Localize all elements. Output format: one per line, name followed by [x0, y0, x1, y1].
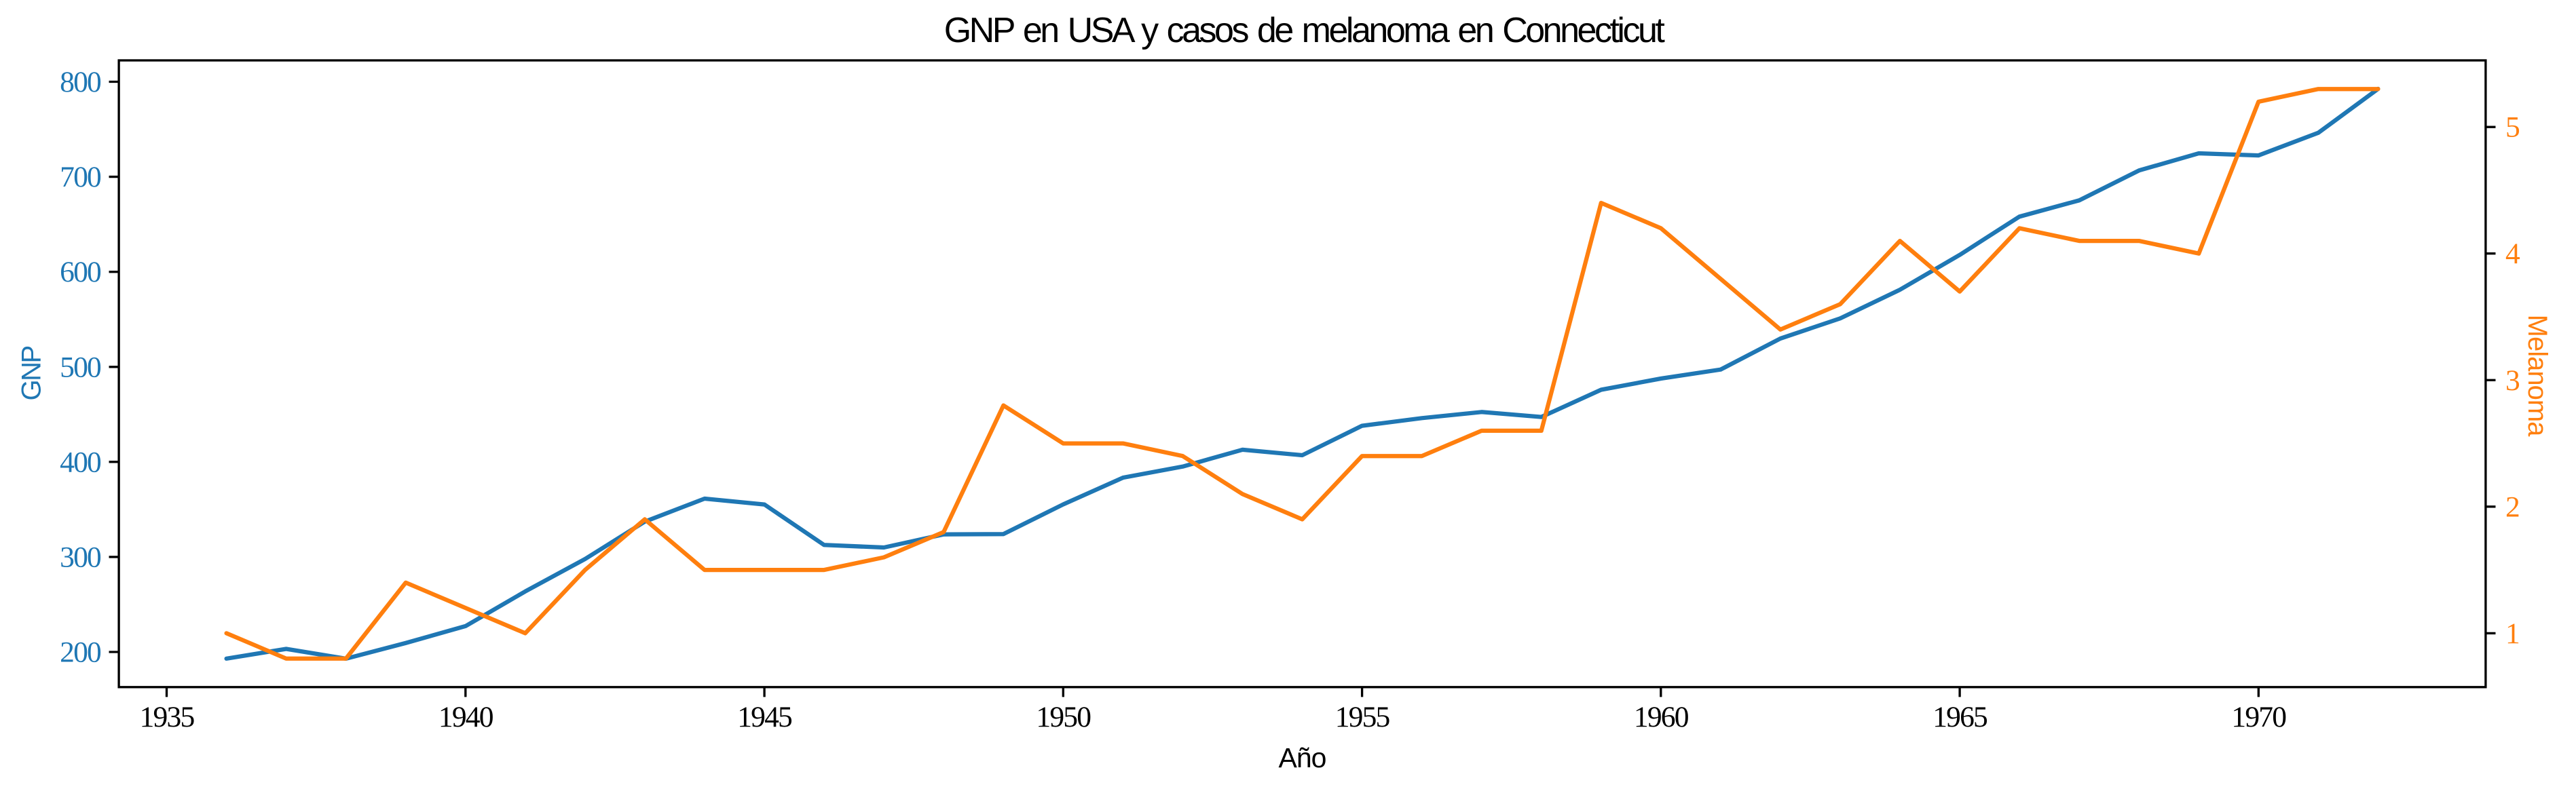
svg-text:500: 500: [60, 351, 101, 383]
svg-text:GNP en USA y casos de melanoma: GNP en USA y casos de melanoma en Connec…: [944, 11, 1666, 50]
svg-text:GNP: GNP: [17, 346, 47, 400]
svg-text:Año: Año: [1279, 742, 1326, 773]
svg-text:700: 700: [60, 161, 101, 193]
svg-text:200: 200: [60, 636, 101, 669]
svg-text:2: 2: [2505, 490, 2519, 523]
svg-text:1970: 1970: [2231, 701, 2286, 733]
svg-text:3: 3: [2505, 364, 2520, 397]
svg-text:4: 4: [2505, 237, 2520, 270]
svg-text:300: 300: [60, 541, 101, 573]
svg-text:600: 600: [60, 256, 101, 288]
svg-text:1935: 1935: [140, 701, 195, 733]
svg-text:1940: 1940: [438, 701, 493, 733]
svg-text:1945: 1945: [737, 701, 792, 733]
svg-text:1: 1: [2505, 617, 2519, 650]
svg-text:5: 5: [2505, 111, 2520, 144]
svg-text:1950: 1950: [1036, 701, 1091, 733]
svg-text:Melanoma: Melanoma: [2522, 315, 2552, 438]
svg-text:400: 400: [60, 446, 101, 478]
svg-text:800: 800: [60, 66, 101, 98]
svg-text:1960: 1960: [1634, 701, 1689, 733]
svg-text:1965: 1965: [1933, 701, 1987, 733]
svg-text:1955: 1955: [1335, 701, 1390, 733]
